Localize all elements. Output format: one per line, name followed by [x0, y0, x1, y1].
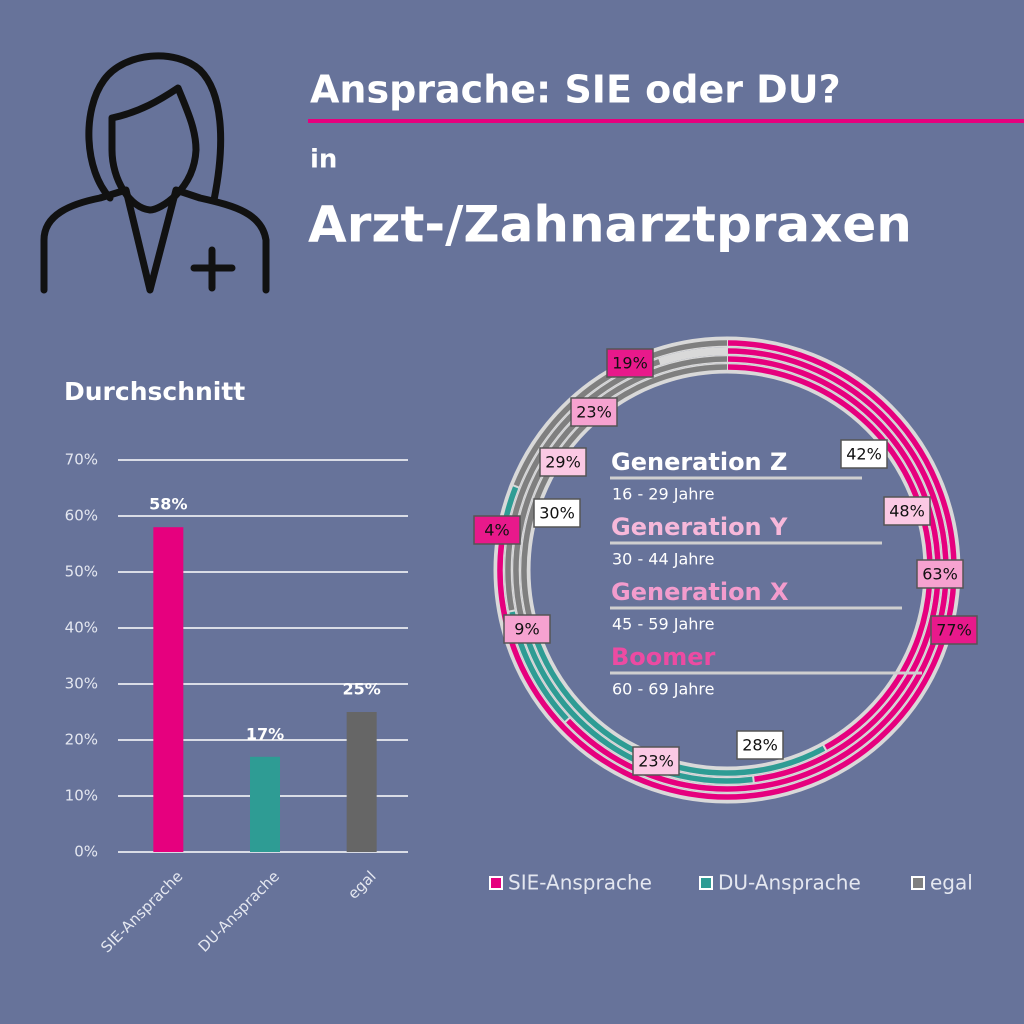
label-box — [930, 615, 978, 645]
category-label: Generation Y — [611, 513, 788, 541]
bar — [346, 712, 377, 852]
value-label: 58% — [149, 495, 187, 514]
label-box — [533, 498, 581, 528]
label-box — [503, 614, 551, 644]
segment-divider — [507, 609, 516, 613]
x-tick-label: egal — [344, 867, 379, 902]
y-tick-label: 40% — [65, 619, 98, 637]
legend-swatch — [911, 876, 925, 890]
label-box — [632, 746, 680, 776]
x-tick-label: DU-Ansprache — [195, 867, 283, 955]
bar — [153, 527, 184, 852]
chart-title: Durchschnitt — [64, 377, 245, 406]
doctor-icon — [40, 52, 270, 294]
y-tick-label: 10% — [65, 787, 98, 805]
value-label: 17% — [246, 724, 284, 743]
label-box — [539, 447, 587, 477]
label-box — [473, 515, 521, 545]
y-tick-label: 70% — [65, 451, 98, 469]
title: Ansprache: SIE oder DU? — [310, 68, 841, 112]
value-label: 9% — [514, 620, 539, 639]
ring-segment — [513, 340, 728, 488]
label-box — [736, 730, 784, 760]
legend-swatch — [699, 876, 713, 890]
category-subtitle: 60 - 69 Jahre — [612, 680, 714, 699]
value-label: 23% — [638, 752, 674, 771]
ring-segment — [519, 621, 754, 784]
segment-divider — [511, 484, 521, 489]
value-label: 30% — [539, 504, 575, 523]
ring-segment — [565, 348, 949, 792]
legend-swatch — [489, 876, 503, 890]
bar — [250, 756, 280, 852]
ring-segment — [505, 359, 661, 612]
label-box — [570, 397, 618, 427]
segment-divider — [751, 775, 755, 784]
legend-label: egal — [930, 871, 973, 895]
value-label: 19% — [612, 354, 648, 373]
label-box — [916, 559, 964, 589]
legend-label: SIE-Ansprache — [508, 871, 652, 895]
value-label: 77% — [936, 621, 972, 640]
value-label: 48% — [889, 502, 925, 521]
subtitle: in — [310, 145, 337, 175]
ring-border — [527, 370, 927, 770]
ring-segment — [497, 340, 957, 800]
category-label: Boomer — [611, 643, 716, 671]
y-tick-label: 60% — [65, 507, 98, 525]
value-label: 42% — [846, 445, 882, 464]
segment-divider — [563, 716, 571, 724]
category-subtitle: 30 - 44 Jahre — [612, 550, 714, 569]
category-subtitle: 45 - 59 Jahre — [612, 615, 714, 634]
y-tick-label: 50% — [65, 563, 98, 581]
label-box — [606, 348, 654, 378]
ring-segment — [513, 356, 728, 624]
value-label: 29% — [545, 453, 581, 472]
label-box — [883, 496, 931, 526]
category-label: Generation X — [611, 578, 789, 606]
value-label: 63% — [922, 565, 958, 584]
label-box — [840, 439, 888, 469]
y-tick-label: 30% — [65, 675, 98, 693]
legend-label: DU-Ansprache — [718, 871, 861, 895]
y-tick-label: 0% — [74, 843, 98, 861]
category-subtitle: 16 - 29 Jahre — [612, 485, 714, 504]
ring-segment — [726, 356, 941, 783]
x-tick-label: SIE-Ansprache — [97, 867, 186, 956]
value-label: 28% — [742, 736, 778, 755]
value-label: 25% — [343, 680, 381, 699]
category-label: Generation Z — [611, 448, 787, 476]
segment-divider — [821, 743, 828, 752]
value-label: 23% — [576, 403, 612, 422]
value-label: 4% — [484, 521, 509, 540]
y-tick-label: 20% — [65, 731, 98, 749]
heading: Arzt-/Zahnarztpraxen — [308, 196, 912, 254]
